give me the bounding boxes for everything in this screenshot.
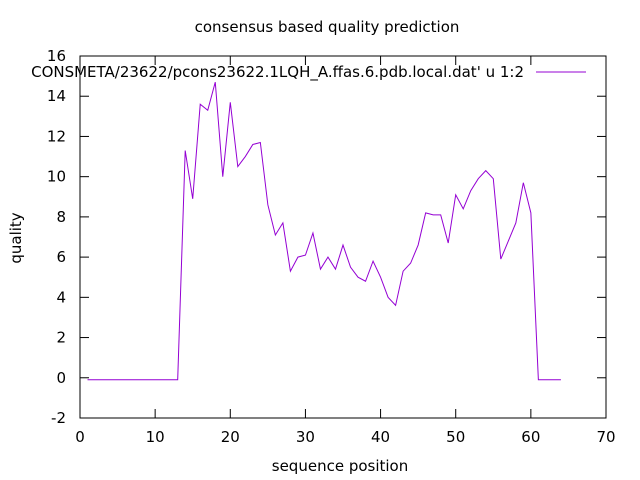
y-tick-label: -2 bbox=[51, 409, 66, 427]
series-line bbox=[87, 82, 561, 381]
x-tick-label: 60 bbox=[521, 428, 540, 446]
x-tick-label: 70 bbox=[596, 428, 615, 446]
y-axis-title: quality bbox=[7, 212, 25, 263]
y-tick-label: 10 bbox=[47, 168, 66, 186]
y-tick-label: 6 bbox=[56, 248, 66, 266]
y-tick-label: 2 bbox=[56, 329, 66, 347]
x-tick-label: 20 bbox=[221, 428, 240, 446]
y-tick-label: 8 bbox=[56, 208, 66, 226]
x-tick-label: 10 bbox=[146, 428, 165, 446]
series-layer bbox=[87, 82, 561, 381]
y-tick-label: 16 bbox=[47, 47, 66, 65]
chart-title: consensus based quality prediction bbox=[195, 18, 460, 36]
legend: CONSMETA/23622/pcons23622.1LQH_A.ffas.6.… bbox=[31, 63, 586, 82]
y-tick-label: 4 bbox=[56, 288, 66, 306]
plot-frame bbox=[79, 55, 607, 419]
tick-layer: 0 10 20 30 40 50 60 70 -2 0 2 4 6 8 10 12 14 16 bbox=[47, 47, 616, 446]
y-tick-label: 14 bbox=[47, 87, 66, 105]
x-tick-label: 40 bbox=[371, 428, 390, 446]
x-tick-label: 50 bbox=[446, 428, 465, 446]
y-tick-label: 0 bbox=[56, 369, 66, 387]
y-tick-label: 12 bbox=[47, 127, 66, 145]
x-tick-label: 30 bbox=[296, 428, 315, 446]
legend-label: CONSMETA/23622/pcons23622.1LQH_A.ffas.6.… bbox=[31, 63, 524, 82]
x-axis-title: sequence position bbox=[272, 457, 408, 475]
x-tick-label: 0 bbox=[75, 428, 85, 446]
